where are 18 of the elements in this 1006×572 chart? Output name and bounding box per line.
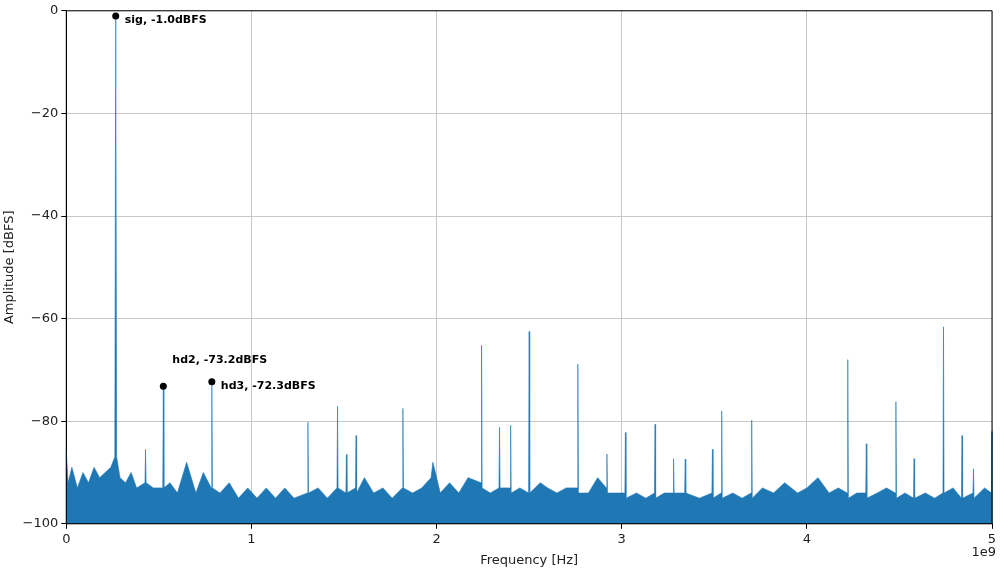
x-tick-label: 0 bbox=[62, 530, 71, 546]
x-tick-label: 2 bbox=[432, 530, 441, 546]
annotation: hd3, -72.3dBFS bbox=[220, 378, 316, 392]
annotation: hd2, -73.2dBFS bbox=[172, 353, 268, 367]
x-axis-title: Frequency [Hz] bbox=[480, 551, 579, 567]
y-tick-label: −100 bbox=[22, 515, 59, 531]
y-tick-label: −40 bbox=[30, 207, 59, 223]
text: 1e9 bbox=[971, 543, 996, 559]
y-tick-label: −80 bbox=[30, 412, 59, 428]
y-tick-label: −60 bbox=[30, 309, 59, 325]
x-tick-label: 5 bbox=[987, 530, 997, 546]
x-tick-label: 4 bbox=[802, 530, 811, 546]
annotation: sig, -1.0dBFS bbox=[124, 12, 207, 26]
y-tick-label: 0 bbox=[50, 2, 59, 18]
x-tick-label: 3 bbox=[617, 530, 626, 546]
y-tick-label: −20 bbox=[30, 104, 59, 120]
x-tick-label: 1 bbox=[247, 530, 256, 546]
y-axis-title: Amplitude [dBFS] bbox=[1, 210, 17, 325]
